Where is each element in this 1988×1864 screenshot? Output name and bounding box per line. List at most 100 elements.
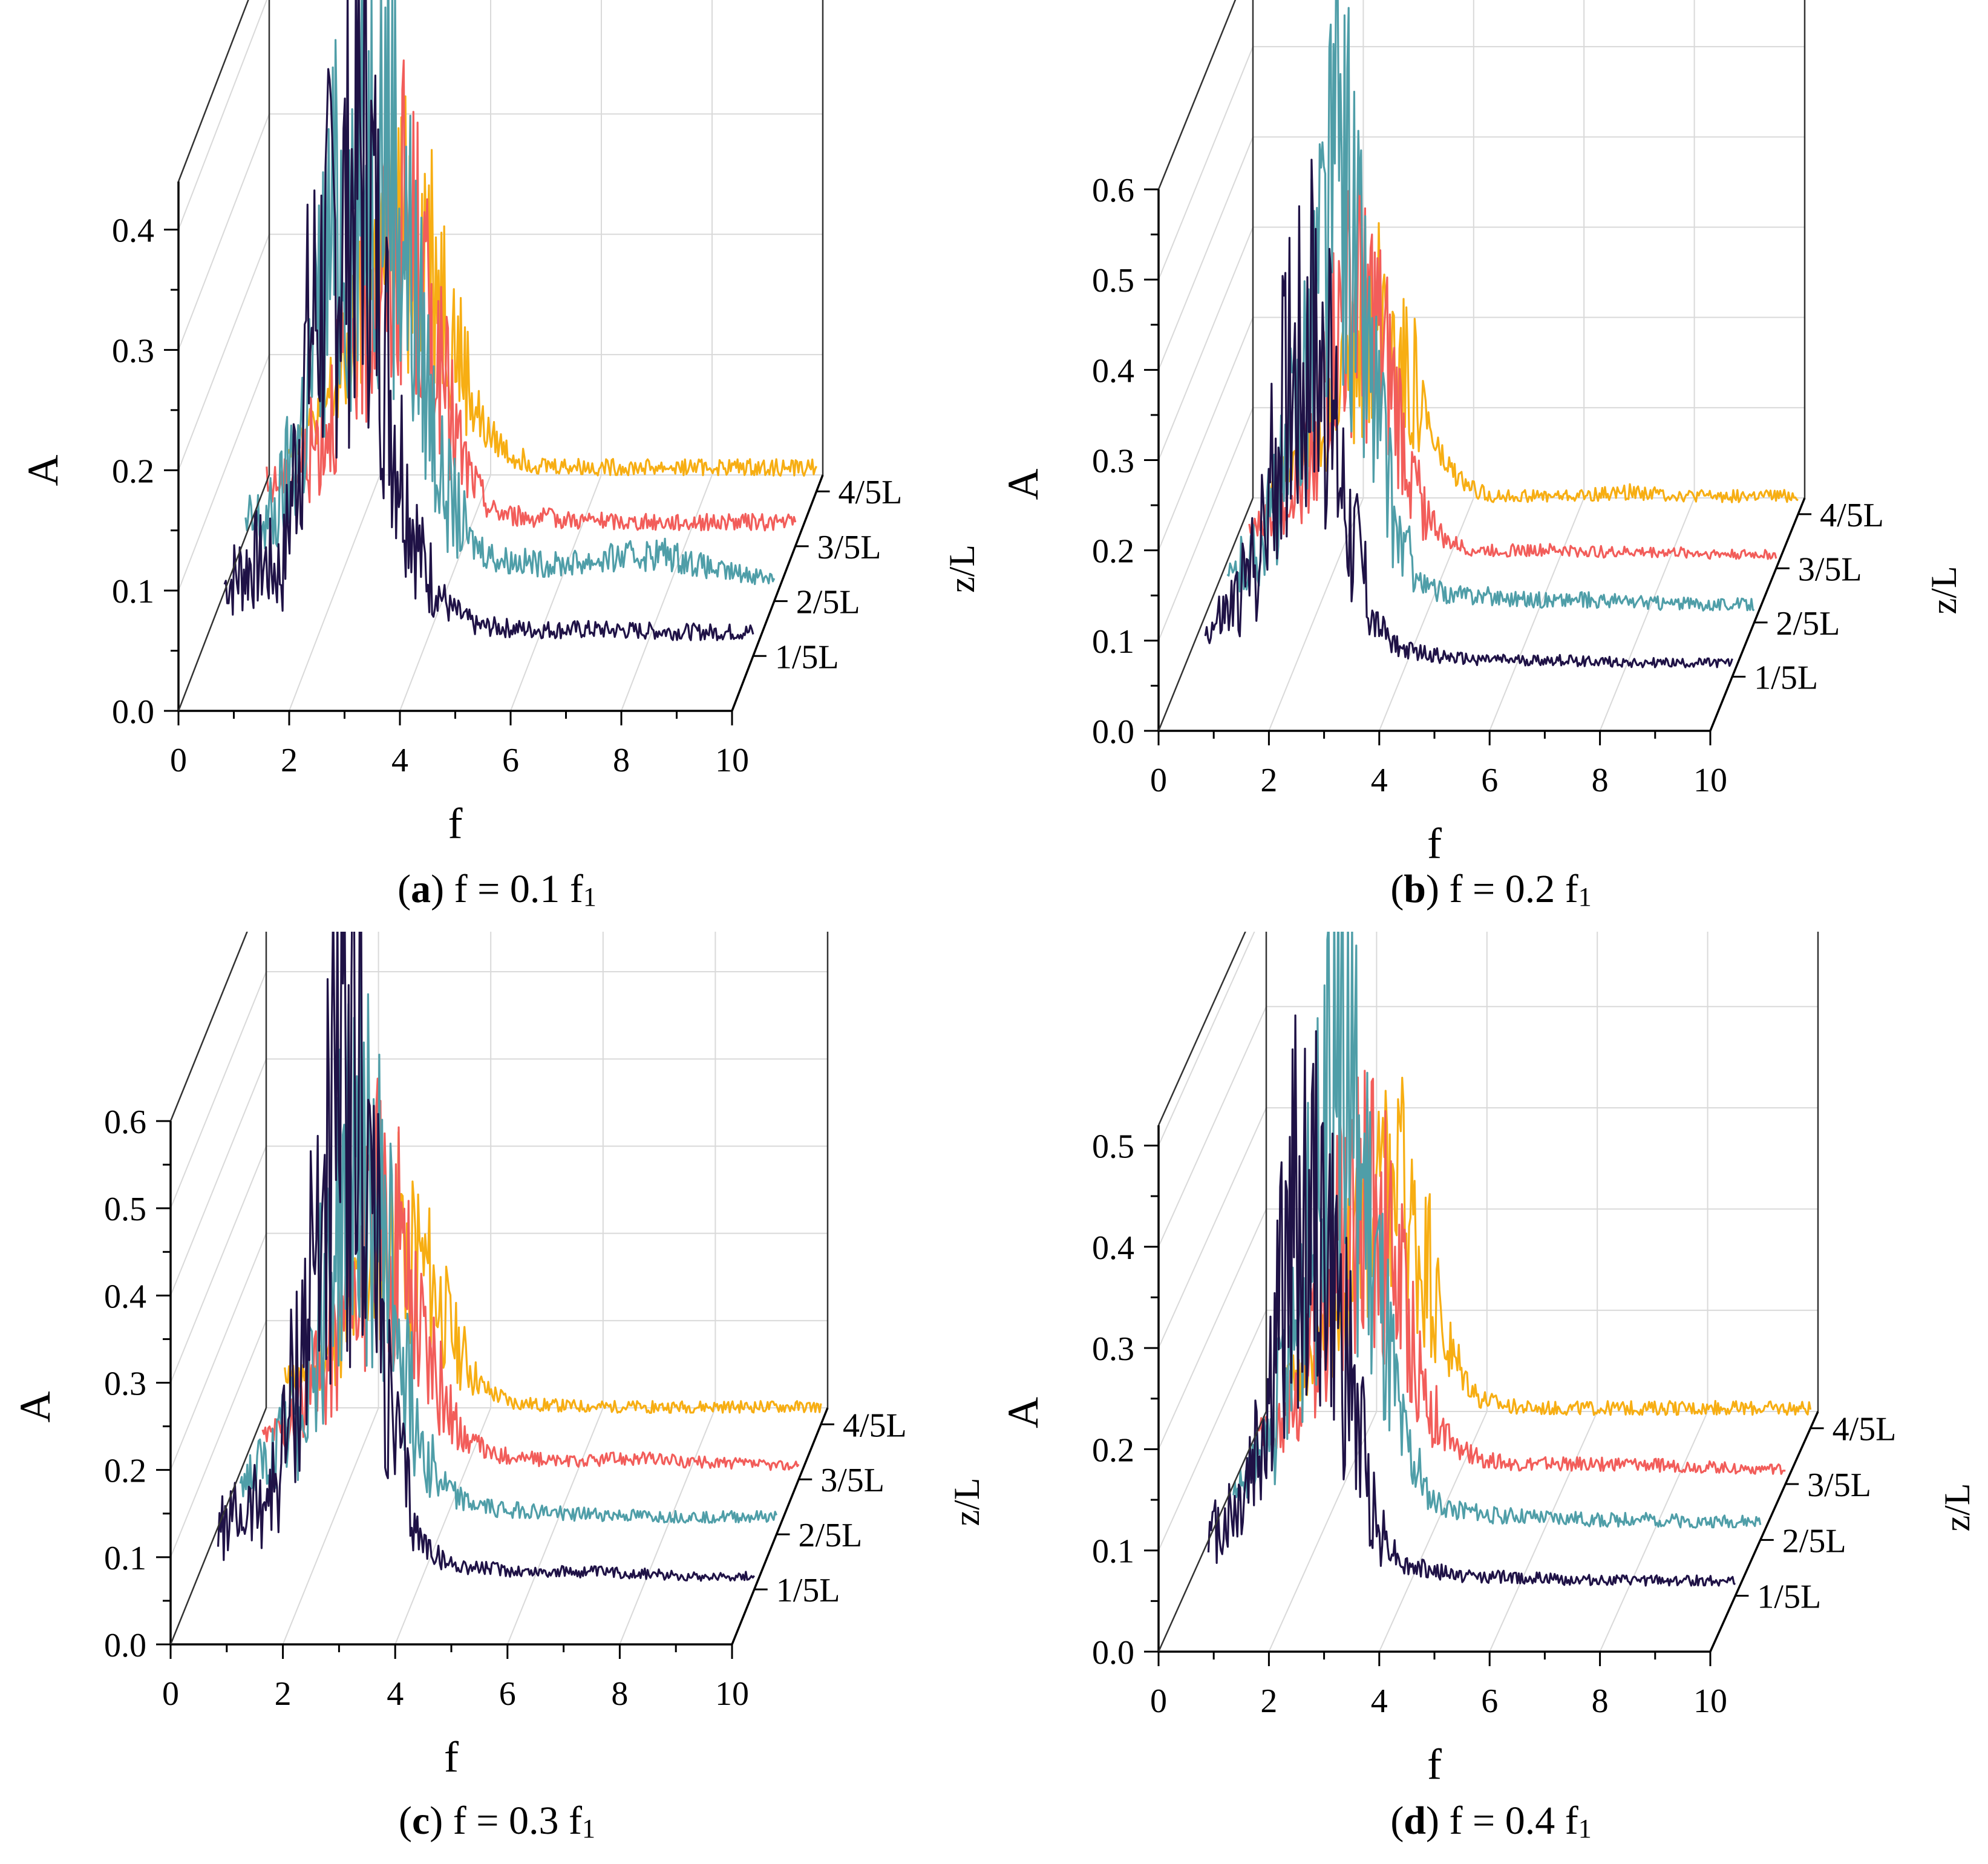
caption-letter: b (1404, 867, 1427, 911)
series-line-1/5L (217, 932, 755, 1582)
z-axis-label: z/L (947, 1478, 987, 1526)
z-axis (1709, 1411, 1819, 1652)
x-tick-label: 2 (281, 742, 298, 779)
caption-subscript: 1 (1578, 882, 1592, 912)
x-tick-label: 2 (1260, 762, 1277, 799)
x-tick-label: 10 (1693, 762, 1727, 799)
series-line-1/5L (1207, 1014, 1736, 1587)
y-tick-label: 0.3 (104, 1365, 146, 1403)
y-axis-label: A (19, 455, 67, 486)
z-tick-label: 4/5L (1833, 1411, 1897, 1448)
grid-line (506, 1407, 604, 1645)
top-edge (177, 0, 249, 182)
chart-c: 4/5L 3/5L 2/5L 1/5L 0.0 0.1 0.2 0.3 0.4 0.5 0.6 0 2 4… (11, 932, 987, 1781)
floor-edge (177, 474, 270, 711)
grid-line (170, 971, 267, 1209)
y-tick-label: 0.1 (112, 573, 154, 610)
x-tick-label: 4 (1371, 1683, 1388, 1720)
x-tick-label: 10 (715, 1675, 749, 1713)
caption-c: (c) f = 0.3 f1 (399, 1799, 595, 1843)
grid-line (1158, 227, 1254, 460)
y-tick-label: 0.1 (1092, 623, 1134, 661)
grid-line (621, 474, 713, 711)
x-tick-label: 6 (1481, 1683, 1498, 1720)
x-axis-label: f (1427, 1740, 1442, 1788)
series-line-3/5L (1257, 1070, 1786, 1475)
top-edge (1157, 0, 1237, 190)
grid-line (1158, 317, 1254, 551)
grid-line (1158, 932, 1255, 1146)
y-axis-label: A (999, 469, 1047, 500)
z-tick-label: 2/5L (1776, 605, 1840, 643)
caption-b: (b) f = 0.2 f1 (1390, 867, 1592, 912)
y-axis-label: A (11, 1391, 59, 1423)
y-tick-label: 0.2 (112, 453, 154, 490)
panel-b: 4/5L 3/5L 2/5L 1/5L 0.0 0.1 0.2 0.3 0.4 0.5 0.6 0 2 4… (994, 0, 1988, 932)
grid-line (170, 1320, 267, 1558)
grid-line (1378, 497, 1474, 731)
grid-line (170, 932, 248, 1122)
x-tick-label: 10 (1693, 1683, 1727, 1720)
y-tick-label: 0.0 (112, 693, 154, 731)
y-tick-label: 0.2 (104, 1453, 146, 1490)
x-tick-label: 8 (613, 742, 630, 779)
top-edge (169, 932, 248, 1122)
grid-line (1158, 136, 1254, 370)
x-tick-label: 0 (1150, 762, 1167, 799)
caption-text: f = 0.2 f (1449, 867, 1578, 911)
z-axis-label: z/L (1937, 1483, 1977, 1532)
x-tick-label: 2 (275, 1675, 292, 1713)
y-tick-label: 0.5 (1092, 262, 1134, 299)
top-edge (1157, 932, 1246, 1126)
y-tick-label: 0.5 (104, 1191, 146, 1228)
back-frame (1252, 0, 1806, 498)
z-tick-label: 1/5L (776, 1572, 840, 1609)
y-tick-label: 0.4 (1092, 352, 1134, 390)
x-tick-label: 4 (387, 1675, 404, 1713)
caption-letter: a (411, 867, 431, 911)
chart-d: 4/5L 3/5L 2/5L 1/5L 0.0 0.1 0.2 0.3 0.4 0.5 0 2 4 6 8 1… (999, 932, 1977, 1788)
floor-edge (1157, 1411, 1267, 1652)
grid-line (1158, 1107, 1267, 1349)
caption-a: (a) f = 0.1 f1 (397, 867, 597, 912)
grid-line (510, 474, 602, 711)
z-axis (1709, 497, 1806, 731)
series-line-1/5L (223, 0, 754, 641)
y-tick-label: 0.4 (1092, 1229, 1134, 1267)
grid-line (1158, 1208, 1267, 1450)
grid-line (178, 114, 270, 350)
z-tick-label: 1/5L (1757, 1578, 1821, 1616)
x-tick-label: 6 (1481, 762, 1498, 799)
x-axis-label: f (444, 1733, 459, 1781)
back-frame (268, 0, 824, 475)
z-tick-label: 1/5L (1754, 659, 1818, 696)
grid-line (1599, 1411, 1708, 1652)
series-line-2/5L (1232, 932, 1762, 1529)
y-tick-label: 0.0 (1092, 1634, 1134, 1672)
panel-c: 4/5L 3/5L 2/5L 1/5L 0.0 0.1 0.2 0.3 0.4 0.5 0.6 0 2 4… (0, 932, 994, 1863)
z-tick-label: 4/5L (839, 474, 903, 511)
grid-line (1378, 1411, 1488, 1652)
y-tick-label: 0.6 (104, 1104, 146, 1141)
x-tick-label: 8 (1592, 1683, 1609, 1720)
series-line-4/5L (284, 1131, 822, 1414)
grid-line (1158, 1310, 1267, 1551)
panel-d: 4/5L 3/5L 2/5L 1/5L 0.0 0.1 0.2 0.3 0.4 0.5 0 2 4 6 8 1… (994, 932, 1988, 1863)
back-frame (265, 932, 829, 1408)
floor-edge (169, 1407, 267, 1645)
grid-line (178, 354, 270, 591)
caption-subscript: 1 (581, 1814, 595, 1843)
grid-line (170, 1058, 267, 1296)
y-tick-label: 0.2 (1092, 1431, 1134, 1469)
caption-text: f = 0.3 f (453, 1799, 582, 1843)
caption-subscript: 1 (583, 882, 597, 912)
x-tick-label: 0 (170, 742, 187, 779)
y-tick-label: 0.4 (112, 212, 154, 250)
y-tick-label: 0.0 (104, 1627, 146, 1664)
x-tick-label: 2 (1260, 1683, 1277, 1720)
grid-line (1268, 497, 1364, 731)
grid-line (619, 1407, 716, 1645)
z-axis (731, 1407, 829, 1645)
grid-line (1158, 1006, 1267, 1248)
x-tick-label: 4 (391, 742, 408, 779)
